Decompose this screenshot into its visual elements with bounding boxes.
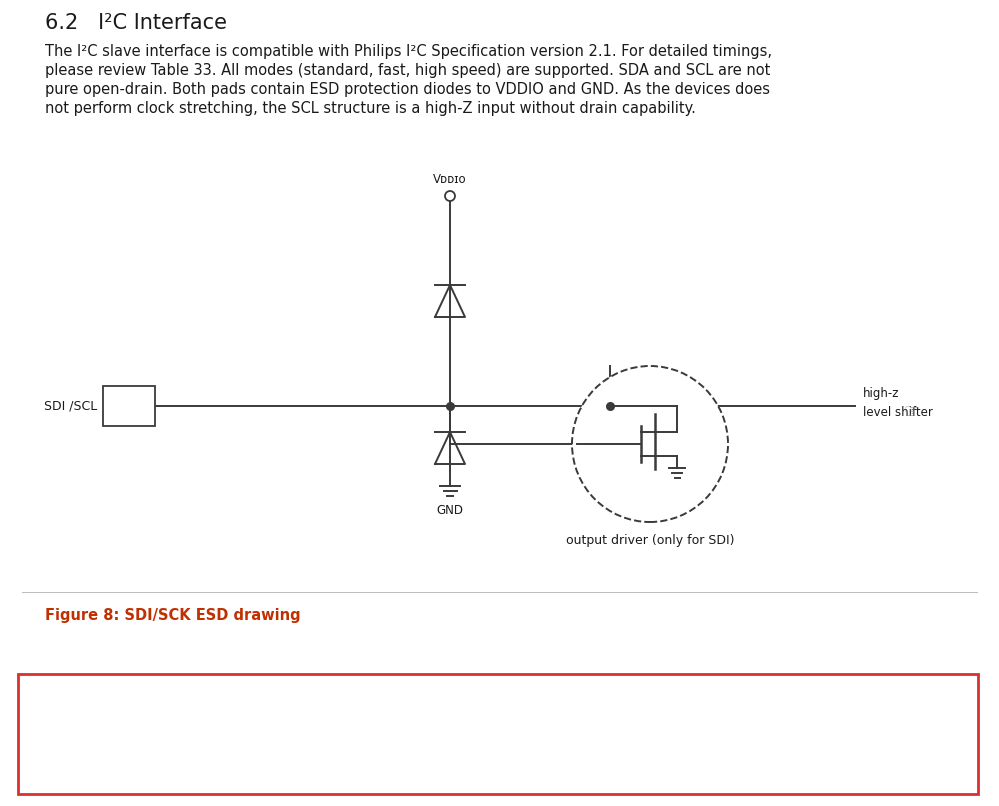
Text: high-z
level shifter: high-z level shifter bbox=[863, 388, 933, 418]
Text: 6.2   I²C Interface: 6.2 I²C Interface bbox=[45, 13, 227, 33]
Text: please review Table 33. All modes (standard, fast, high speed) are supported. SD: please review Table 33. All modes (stand… bbox=[45, 63, 770, 78]
Circle shape bbox=[572, 366, 728, 522]
Text: Figure 8: SDI/SCK ESD drawing: Figure 8: SDI/SCK ESD drawing bbox=[45, 608, 301, 623]
Text: 1110110 (0x76); connection it to Vᴅᴅɪᴏ results in slave address 1110111 (0x77), : 1110110 (0x76); connection it to Vᴅᴅɪᴏ r… bbox=[32, 732, 815, 747]
Text: SDI /SCL: SDI /SCL bbox=[44, 400, 97, 413]
Text: value and can be changed during operation. Connecting SDO to GND results in slav: value and can be changed during operatio… bbox=[32, 710, 748, 725]
Text: ☞: ☞ bbox=[904, 402, 920, 420]
Text: The I²C slave interface is compatible with Philips I²C Specification version 2.1: The I²C slave interface is compatible wi… bbox=[45, 44, 772, 59]
Text: pure open-drain. Both pads contain ESD protection diodes to VDDIO and GND. As th: pure open-drain. Both pads contain ESD p… bbox=[45, 82, 770, 97]
FancyBboxPatch shape bbox=[18, 674, 978, 794]
Text: The 7-bit device address is 111011x. The 6 MSB bits are fixed. The last bit is c: The 7-bit device address is 111011x. The… bbox=[32, 688, 775, 703]
Circle shape bbox=[445, 191, 455, 201]
Text: output driver (only for SDI): output driver (only for SDI) bbox=[565, 534, 734, 547]
Bar bbox=[103, 386, 155, 426]
Text: GND: GND bbox=[437, 504, 464, 517]
Text: Vᴅᴅɪᴏ: Vᴅᴅɪᴏ bbox=[434, 173, 467, 186]
Text: not perform clock stretching, the SCL structure is a high-Z input without drain : not perform clock stretching, the SCL st… bbox=[45, 101, 696, 116]
